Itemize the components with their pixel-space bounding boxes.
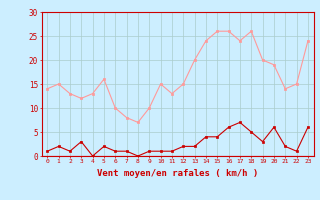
X-axis label: Vent moyen/en rafales ( km/h ): Vent moyen/en rafales ( km/h ) [97, 169, 258, 178]
